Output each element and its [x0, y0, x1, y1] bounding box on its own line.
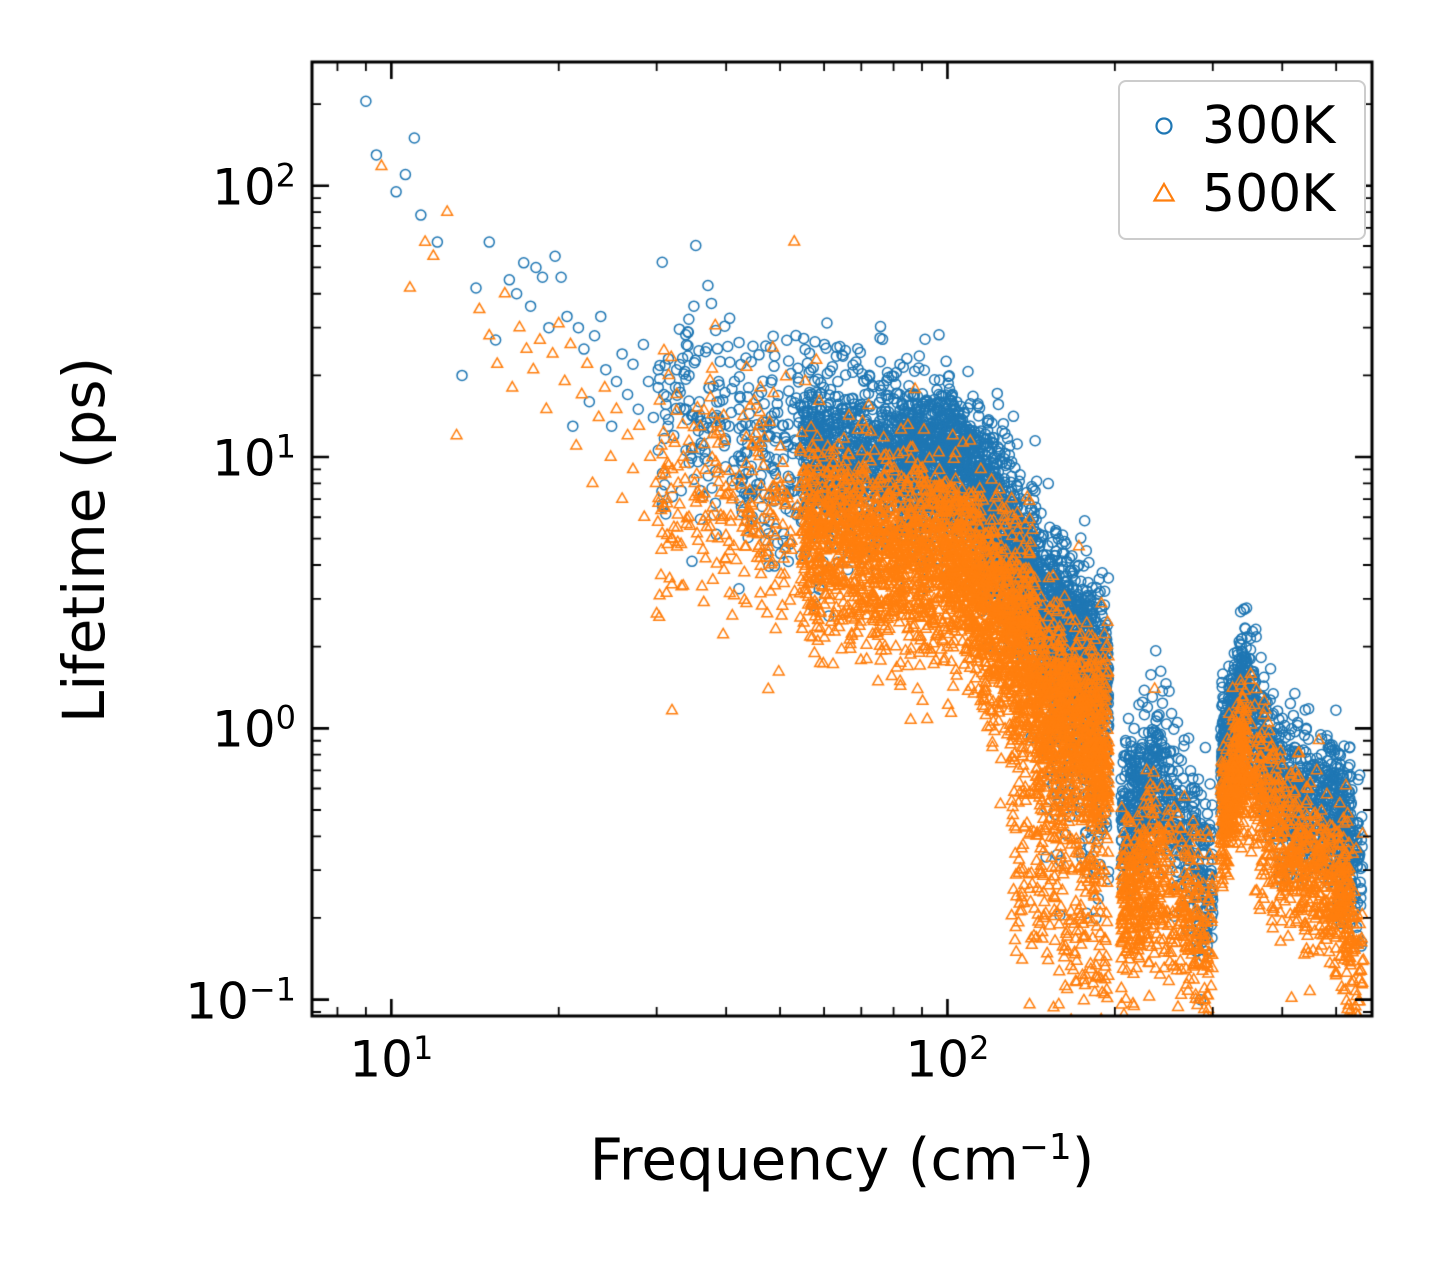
legend-entry-500K: 500K [1120, 162, 1364, 226]
legend: 300K 500K [1118, 80, 1366, 240]
y-tick-label-exponent: 2 [275, 156, 296, 195]
y-tick-label-base: 10 [212, 700, 276, 759]
y-tick-label-base: 10 [212, 158, 276, 217]
y-tick-label-exponent: −1 [248, 970, 296, 1009]
y-tick-label-exponent: 0 [275, 698, 296, 737]
x-axis-label-close-paren: ) [1071, 1125, 1095, 1194]
legend-entry-300K: 300K [1120, 94, 1364, 158]
x-tick-label-exponent: 1 [412, 1029, 434, 1067]
x-axis-label-superscript: −1 [1018, 1127, 1072, 1168]
circle-marker-icon [1136, 108, 1192, 144]
legend-label: 500K [1202, 164, 1336, 224]
x-tick-label-base: 10 [349, 1030, 413, 1089]
y-tick-label: 102 [212, 159, 296, 212]
y-tick-label-base: 10 [185, 971, 249, 1030]
y-tick-label: 101 [212, 431, 296, 484]
y-tick-label-base: 10 [212, 429, 276, 488]
x-tick-label: 102 [905, 1032, 989, 1085]
legend-label: 300K [1202, 96, 1336, 156]
y-tick-label-exponent: 1 [275, 427, 296, 466]
y-tick-label: 10−1 [185, 973, 296, 1026]
triangle-marker-icon [1136, 176, 1192, 212]
x-tick-label: 101 [349, 1032, 433, 1085]
x-tick-label-exponent: 2 [969, 1029, 990, 1067]
x-axis-label: Frequency (cm−1) [312, 1127, 1372, 1189]
x-tick-label-base: 10 [905, 1030, 970, 1089]
y-axis-label: Lifetime (ps) [50, 356, 118, 724]
y-tick-label: 100 [212, 702, 296, 755]
x-axis-label-text: Frequency (cm [589, 1125, 1019, 1194]
